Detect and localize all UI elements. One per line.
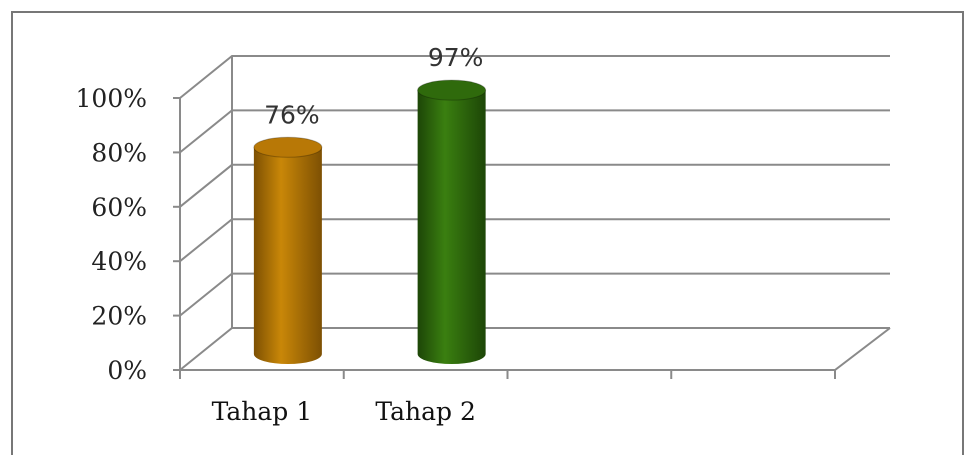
gridline xyxy=(179,55,890,99)
y-tick-label: 60% xyxy=(91,193,147,222)
bar xyxy=(417,79,487,364)
data-label: 97% xyxy=(428,43,484,72)
bar-top xyxy=(417,79,487,101)
label-layer: 0% 20% 40% 60% 80% 100% 76% Tahap 1 97% Tahap 2 xyxy=(76,43,484,426)
y-tick-label: 20% xyxy=(91,302,147,331)
x-tick-label: Tahap 1 xyxy=(212,397,313,426)
y-tick-label: 80% xyxy=(91,138,147,167)
data-label: 76% xyxy=(264,100,320,129)
y-tick-label: 0% xyxy=(107,356,147,385)
chart-border xyxy=(11,11,964,455)
axis-layer xyxy=(173,56,891,379)
bar-body xyxy=(253,147,322,364)
bar-body xyxy=(417,90,486,364)
bar xyxy=(253,136,323,364)
y-tick-label: 100% xyxy=(76,84,147,113)
x-tick-label: Tahap 2 xyxy=(375,397,476,426)
bar-top xyxy=(253,136,323,158)
y-tick-label: 40% xyxy=(91,247,147,276)
bar-layer xyxy=(253,79,487,364)
